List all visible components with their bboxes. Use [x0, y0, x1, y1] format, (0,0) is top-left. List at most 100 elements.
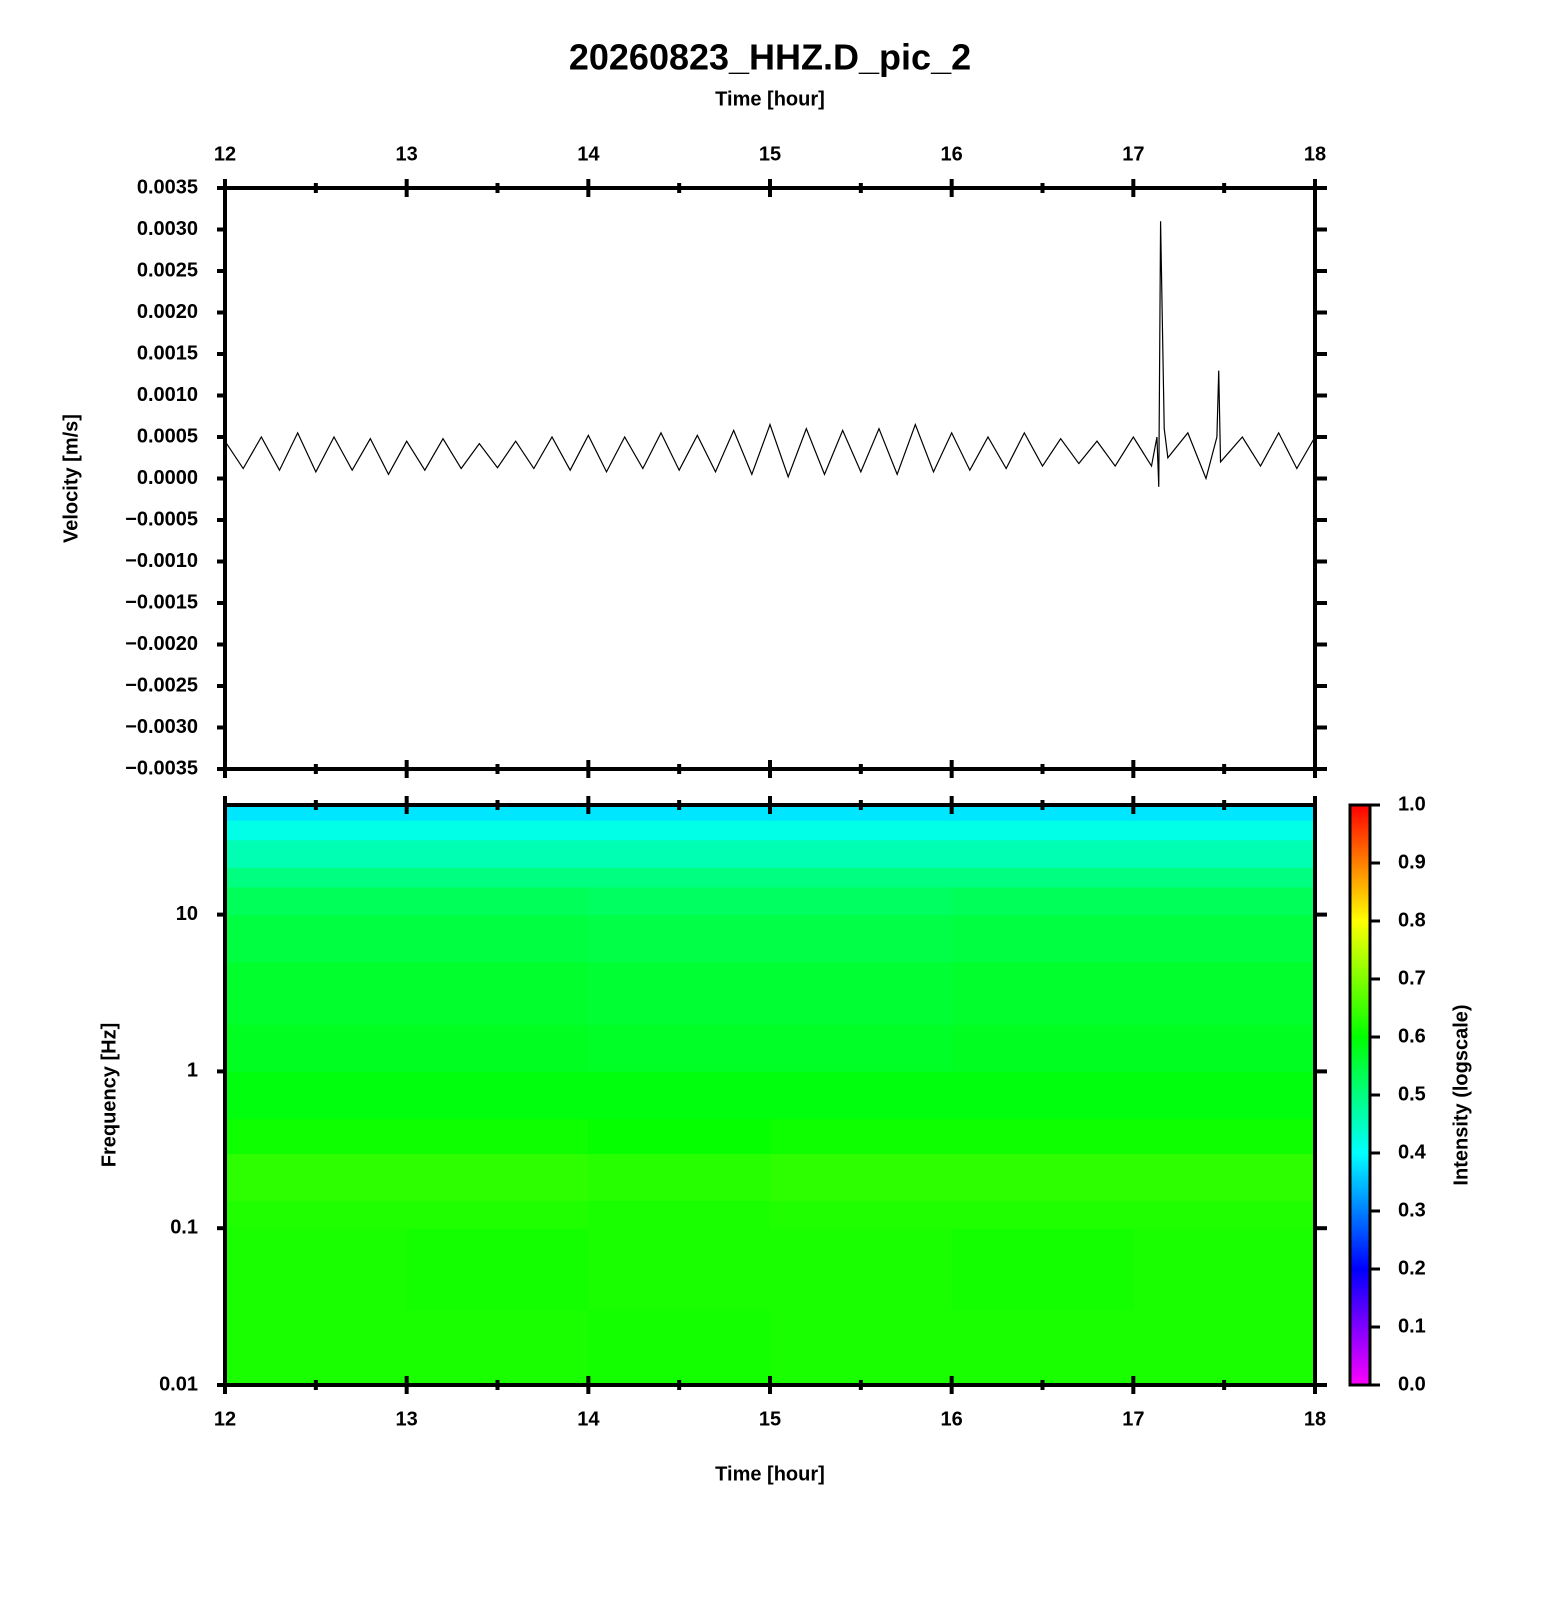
heatmap-cell — [406, 867, 589, 888]
y-tick-label: −0.0010 — [125, 550, 198, 572]
heatmap-cell — [951, 1153, 1134, 1202]
heatmap-cell — [1133, 1118, 1316, 1154]
heatmap-cell — [225, 820, 408, 841]
heatmap-cell — [770, 839, 953, 868]
heatmap-cell — [588, 805, 771, 821]
y-tick-label: 1 — [187, 1060, 198, 1082]
heatmap-cell — [1133, 1024, 1316, 1072]
heatmap-cell — [770, 1118, 953, 1154]
heatmap-cell — [951, 1310, 1134, 1386]
y-tick-label: 0.0030 — [137, 218, 198, 240]
heatmap-cell — [225, 1071, 408, 1120]
heatmap-cell — [770, 961, 953, 1025]
y-tick-label: 0.0020 — [137, 301, 198, 323]
x-tick-label: 18 — [1304, 1408, 1326, 1430]
heatmap-cell — [225, 1153, 408, 1202]
heatmap-cell — [951, 961, 1134, 1025]
heatmap-cell — [225, 1310, 408, 1386]
heatmap-cell — [588, 867, 771, 888]
heatmap-cell — [951, 867, 1134, 888]
heatmap-cell — [951, 886, 1134, 916]
heatmap-cell — [951, 1024, 1134, 1072]
x-tick-label: 18 — [1304, 143, 1326, 165]
colorbar-tick-label: 0.9 — [1398, 851, 1426, 873]
heatmap-cell — [406, 1228, 589, 1311]
heatmap-cell — [588, 886, 771, 916]
heatmap-cell — [588, 914, 771, 963]
heatmap-cell — [770, 1200, 953, 1229]
heatmap-cell — [770, 1071, 953, 1120]
heatmap-cell — [225, 805, 408, 821]
x-axis-label: Time [hour] — [715, 88, 825, 110]
heatmap-cell — [770, 820, 953, 841]
heatmap-cell — [588, 1118, 771, 1154]
x-tick-label: 13 — [396, 143, 418, 165]
heatmap-cell — [1133, 1153, 1316, 1202]
plot-frame — [223, 186, 1317, 771]
heatmap-cell — [406, 1118, 589, 1154]
heatmap-cell — [406, 1024, 589, 1072]
heatmap-cell — [770, 1153, 953, 1202]
y-tick-label: 0.0000 — [137, 467, 198, 489]
heatmap-cell — [1133, 820, 1316, 841]
heatmap-cell — [588, 839, 771, 868]
x-tick-label: 13 — [396, 1408, 418, 1430]
colorbar-label: Intensity (logscale) — [1450, 1004, 1472, 1185]
x-tick-label: 14 — [577, 143, 600, 165]
heatmap-cell — [1133, 839, 1316, 868]
colorbar-tick-label: 0.5 — [1398, 1083, 1426, 1105]
y-axis-label: Frequency [Hz] — [98, 1023, 120, 1167]
heatmap-cell — [770, 1228, 953, 1311]
heatmap-cell — [225, 914, 408, 963]
colorbar-tick-label: 0.0 — [1398, 1373, 1426, 1395]
x-tick-label: 15 — [759, 143, 781, 165]
heatmap-cell — [406, 1153, 589, 1202]
y-tick-label: 0.01 — [159, 1373, 198, 1395]
heatmap-cell — [406, 914, 589, 963]
heatmap-cell — [951, 1118, 1134, 1154]
heatmap-cell — [1133, 1228, 1316, 1311]
y-tick-label: 0.0005 — [137, 425, 198, 447]
heatmap-cell — [951, 820, 1134, 841]
heatmap-cell — [951, 1071, 1134, 1120]
y-tick-label: 0.0035 — [137, 176, 198, 198]
heatmap-cell — [588, 1228, 771, 1311]
heatmap-cell — [951, 914, 1134, 963]
heatmap-cell — [588, 1200, 771, 1229]
heatmap-cell — [951, 839, 1134, 868]
y-tick-label: 0.1 — [170, 1216, 198, 1238]
heatmap-cell — [225, 1024, 408, 1072]
heatmap-cell — [1133, 914, 1316, 963]
heatmap-cell — [770, 1024, 953, 1072]
y-tick-label: −0.0035 — [125, 757, 198, 779]
heatmap-cell — [225, 961, 408, 1025]
colorbar-tick-label: 0.6 — [1398, 1025, 1426, 1047]
heatmap-cell — [406, 1310, 589, 1386]
waveform — [224, 221, 1316, 487]
colorbar-tick-label: 0.4 — [1398, 1141, 1427, 1163]
y-tick-label: −0.0015 — [125, 591, 198, 613]
x-tick-label: 16 — [941, 1408, 963, 1430]
heatmap-cell — [588, 1024, 771, 1072]
heatmap-cell — [1133, 805, 1316, 821]
heatmap-cell — [770, 867, 953, 888]
heatmap-cell — [588, 961, 771, 1025]
heatmap-cell — [406, 1071, 589, 1120]
y-tick-label: −0.0020 — [125, 633, 198, 655]
heatmap-cell — [1133, 1310, 1316, 1386]
heatmap-cell — [770, 1310, 953, 1386]
colorbar-tick-label: 0.8 — [1398, 909, 1426, 931]
colorbar-tick-label: 1.0 — [1398, 793, 1426, 815]
heatmap-cell — [588, 820, 771, 841]
heatmap-cell — [1133, 867, 1316, 888]
colorbar-tick-label: 0.2 — [1398, 1257, 1426, 1279]
colorbar-tick-label: 0.1 — [1398, 1315, 1426, 1337]
y-tick-label: −0.0005 — [125, 508, 198, 530]
y-tick-label: 0.0015 — [137, 342, 198, 364]
colorbar-tick-label: 0.3 — [1398, 1199, 1426, 1221]
heatmap-cell — [406, 961, 589, 1025]
heatmap-cell — [951, 1228, 1134, 1311]
y-tick-label: 10 — [176, 903, 198, 925]
heatmap-cell — [406, 805, 589, 821]
